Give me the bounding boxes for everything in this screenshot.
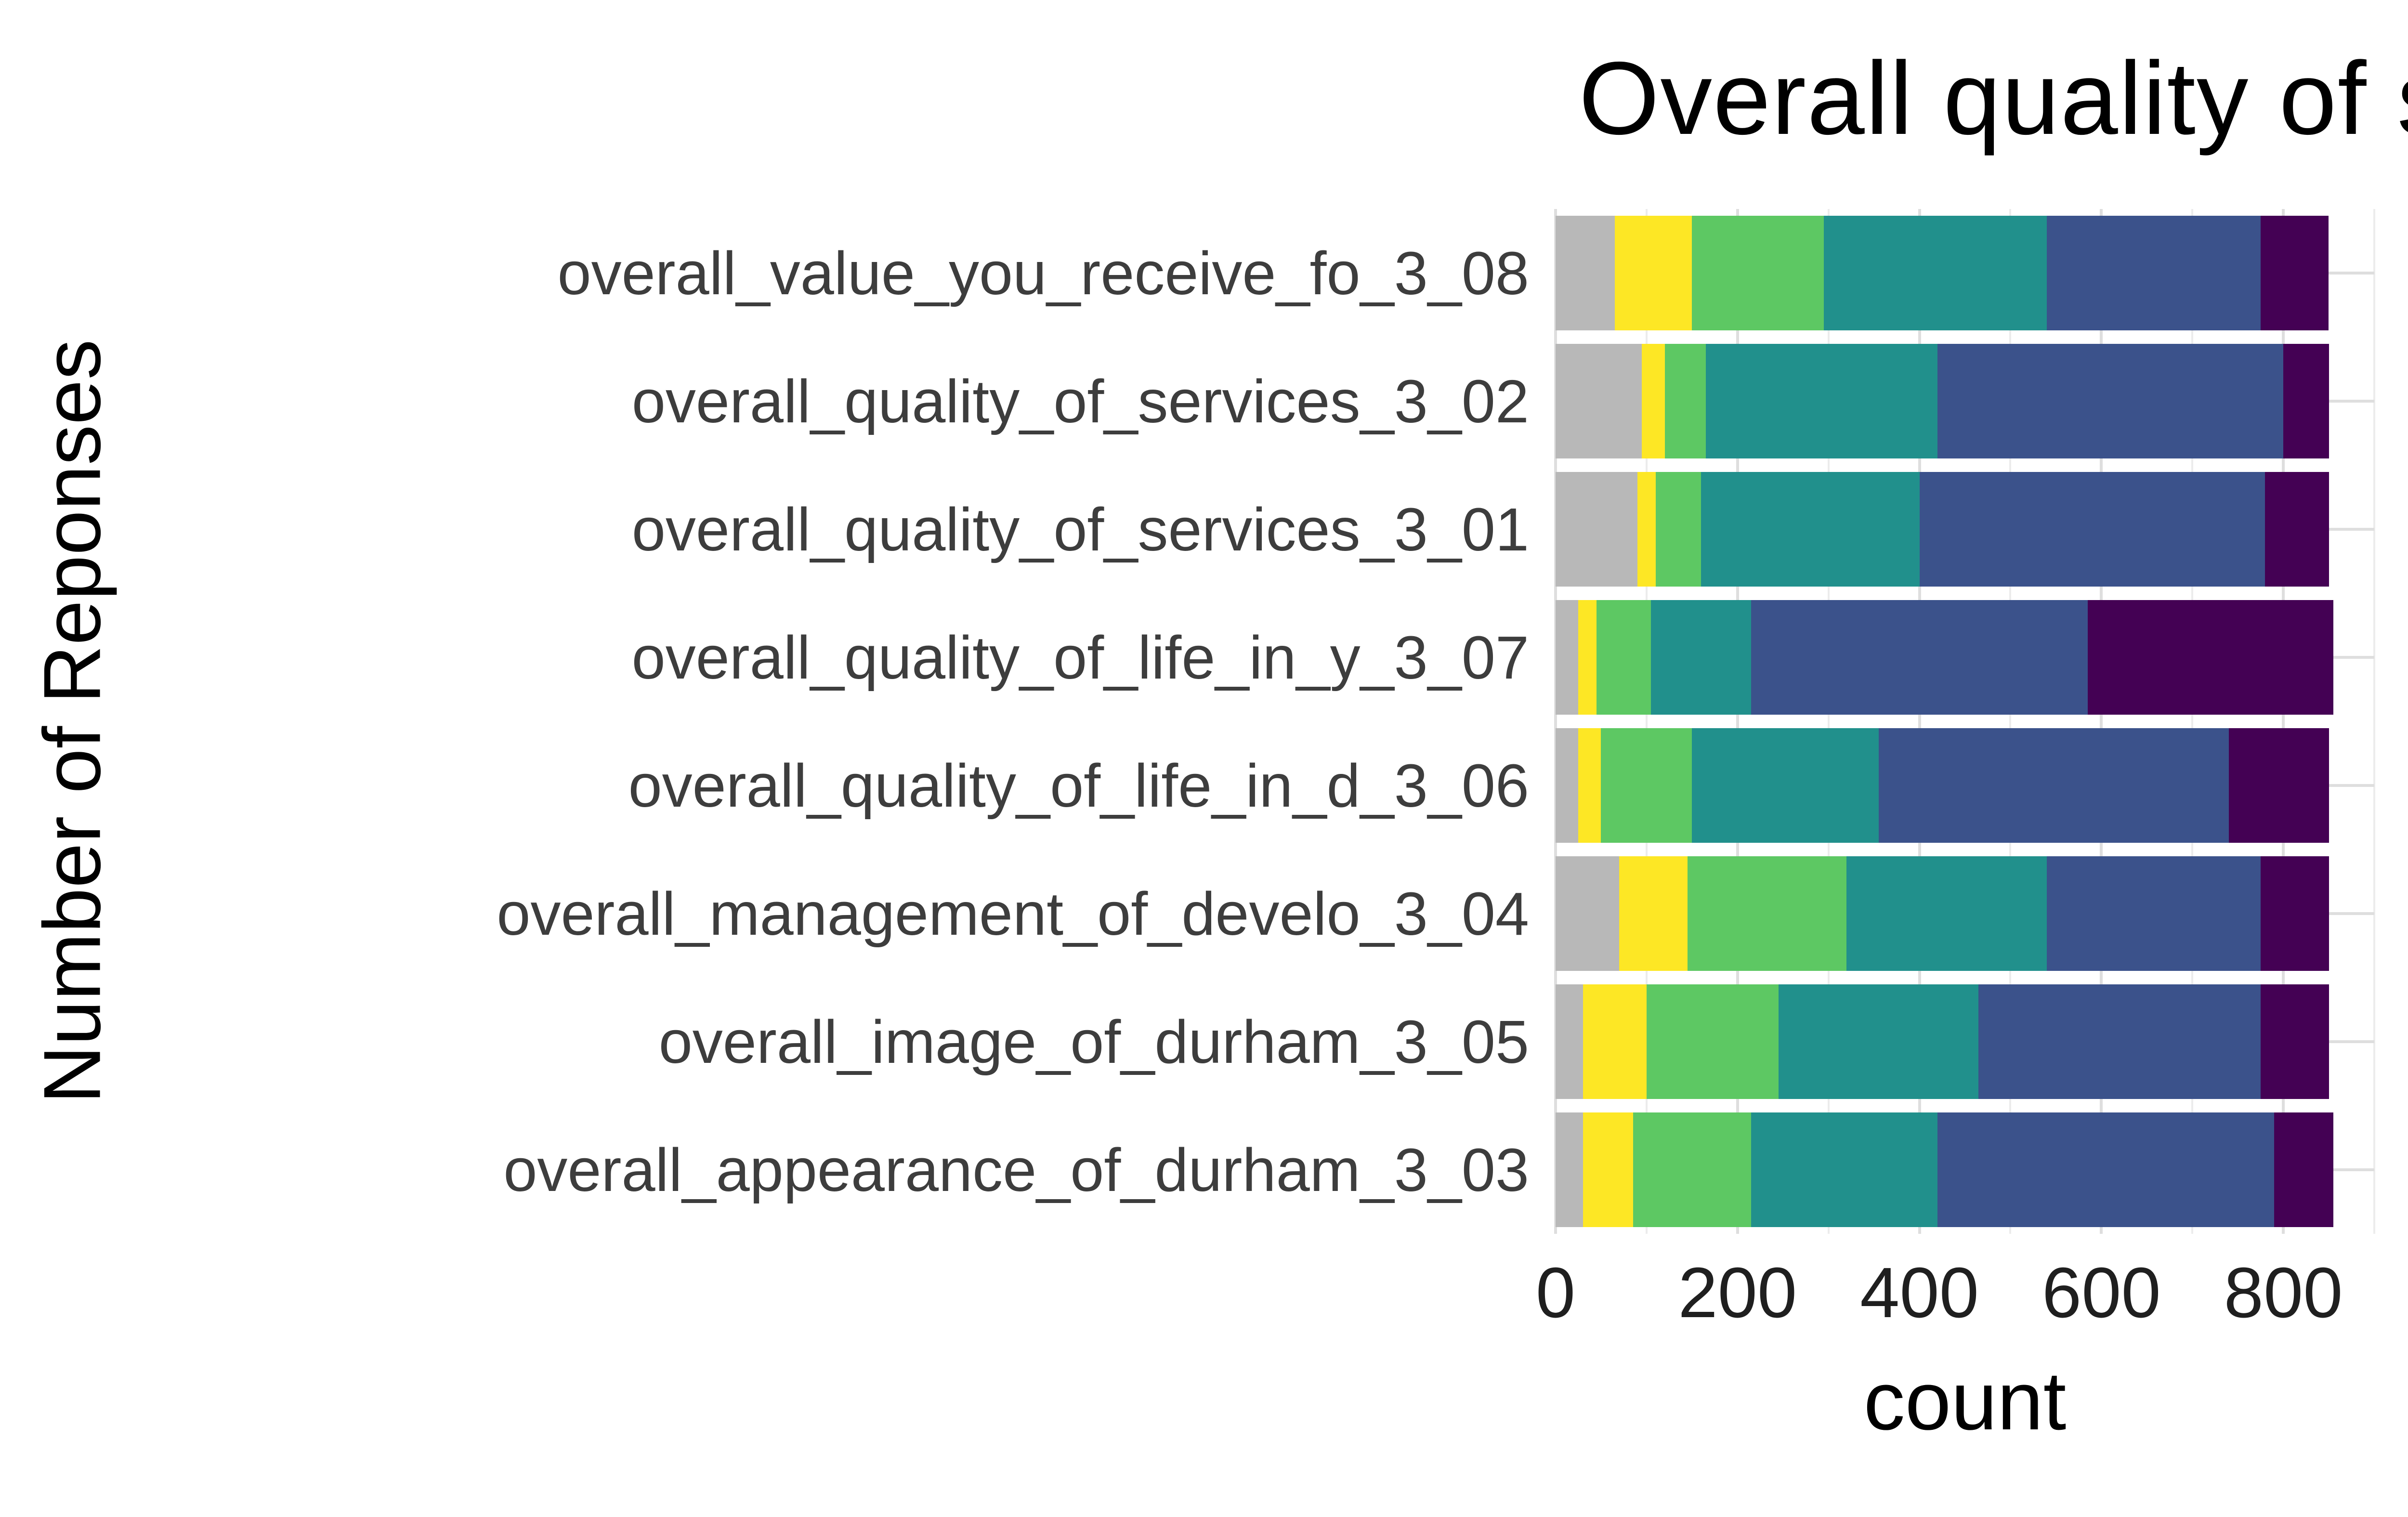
category-label: overall_quality_of_life_in_y_3_07 [631,623,1529,692]
stacked-bar [1556,728,2329,843]
bar-segment-response-na [1556,472,1637,587]
vertical-gridline [2373,209,2375,1234]
bar-segment-response-2 [1596,600,1651,715]
stacked-bar [1556,344,2329,458]
bar-segment-response-1 [1642,344,1665,458]
vertical-gridline [1827,209,1830,1234]
bar-row [1556,1106,2374,1234]
x-tick-label: 800 [2224,1253,2343,1333]
bar-segment-response-1 [1614,216,1692,330]
stacked-bar [1556,600,2333,715]
bar-row [1556,337,2374,465]
bar-segment-response-5 [2283,344,2329,458]
bar-segment-response-4 [1878,728,2229,843]
category-label: overall_quality_of_services_3_02 [631,367,1529,435]
y-axis-title: Number of Reponses [26,339,118,1104]
x-tick-label: 200 [1678,1253,1797,1333]
x-tick-label: 400 [1860,1253,1979,1333]
bar-segment-response-1 [1637,472,1656,587]
bar-segment-response-3 [1701,472,1920,587]
bar-segment-response-2 [1633,1112,1752,1227]
category-label: overall_management_of_develo_3_04 [497,879,1529,948]
x-tick-label: 0 [1535,1253,1576,1333]
bar-segment-response-2 [1655,472,1701,587]
stacked-bar [1556,856,2329,971]
bar-row [1556,465,2374,593]
bar-segment-response-5 [2260,856,2329,971]
bar-row [1556,721,2374,850]
bar-segment-response-5 [2260,216,2329,330]
bar-segment-response-3 [1705,344,1938,458]
vertical-gridline [1918,209,1921,1234]
bar-row [1556,850,2374,978]
bar-segment-response-5 [2087,600,2333,715]
bar-segment-response-2 [1646,984,1779,1099]
category-label: overall_quality_of_life_in_d_3_06 [628,751,1529,820]
bar-segment-response-3 [1846,856,2047,971]
bar-segment-response-4 [1751,600,2088,715]
vertical-gridline [1645,209,1648,1234]
bar-segment-response-na [1556,600,1579,715]
bar-segment-response-5 [2274,1112,2333,1227]
category-label: overall_value_you_receive_fo_3_08 [557,239,1529,307]
bars-layer [1556,209,2374,1234]
bar-segment-response-4 [2046,856,2261,971]
bar-segment-response-5 [2265,472,2329,587]
category-label: overall_appearance_of_durham_3_03 [503,1136,1529,1204]
vertical-gridline [1554,209,1557,1234]
bar-segment-response-5 [2260,984,2329,1099]
bar-segment-response-4 [1937,1112,2275,1227]
bar-segment-response-4 [1919,472,2265,587]
bar-segment-response-1 [1583,1112,1633,1227]
bar-segment-response-1 [1619,856,1688,971]
bar-segment-response-na [1556,344,1642,458]
bar-segment-response-4 [2046,216,2261,330]
vertical-gridline [2282,209,2285,1234]
bar-segment-response-2 [1692,216,1824,330]
stacked-bar [1556,984,2329,1099]
x-axis-tick-labels: 0 200 400 600 800 [1536,1252,2374,1334]
bar-segment-response-na [1556,1112,1583,1227]
bar-segment-response-4 [1937,344,2284,458]
bar-segment-response-5 [2228,728,2329,843]
bar-segment-response-2 [1664,344,1706,458]
bar-segment-response-1 [1578,728,1601,843]
vertical-gridline [1736,209,1739,1234]
x-tick-label: 600 [2042,1253,2161,1333]
bar-row [1556,209,2374,337]
bar-segment-response-na [1556,856,1620,971]
vertical-gridline [2191,209,2194,1234]
stacked-bar [1556,1112,2333,1227]
bar-segment-response-3 [1751,1112,1938,1227]
bar-segment-response-3 [1824,216,2047,330]
bar-segment-response-na [1556,984,1583,1099]
vertical-gridline [2100,209,2103,1234]
bar-segment-response-2 [1601,728,1692,843]
stacked-bar [1556,216,2329,330]
bar-row [1556,978,2374,1106]
stacked-bar [1556,472,2329,587]
plot-panel [1554,209,2375,1234]
chart-title: Overall quality of services [1579,40,2408,156]
bar-segment-response-2 [1687,856,1847,971]
vertical-gridline [2009,209,2012,1234]
category-label: overall_quality_of_services_3_01 [631,495,1529,563]
bar-segment-response-na [1556,216,1615,330]
bar-segment-response-1 [1583,984,1647,1099]
bar-segment-response-na [1556,728,1579,843]
bar-segment-response-1 [1578,600,1597,715]
x-axis-title: count [1863,1355,2067,1447]
bar-segment-response-3 [1651,600,1752,715]
category-label: overall_image_of_durham_3_05 [658,1007,1529,1076]
bar-segment-response-4 [1978,984,2261,1099]
bar-row [1556,593,2374,721]
bar-segment-response-3 [1692,728,1879,843]
bar-segment-response-3 [1778,984,1979,1099]
